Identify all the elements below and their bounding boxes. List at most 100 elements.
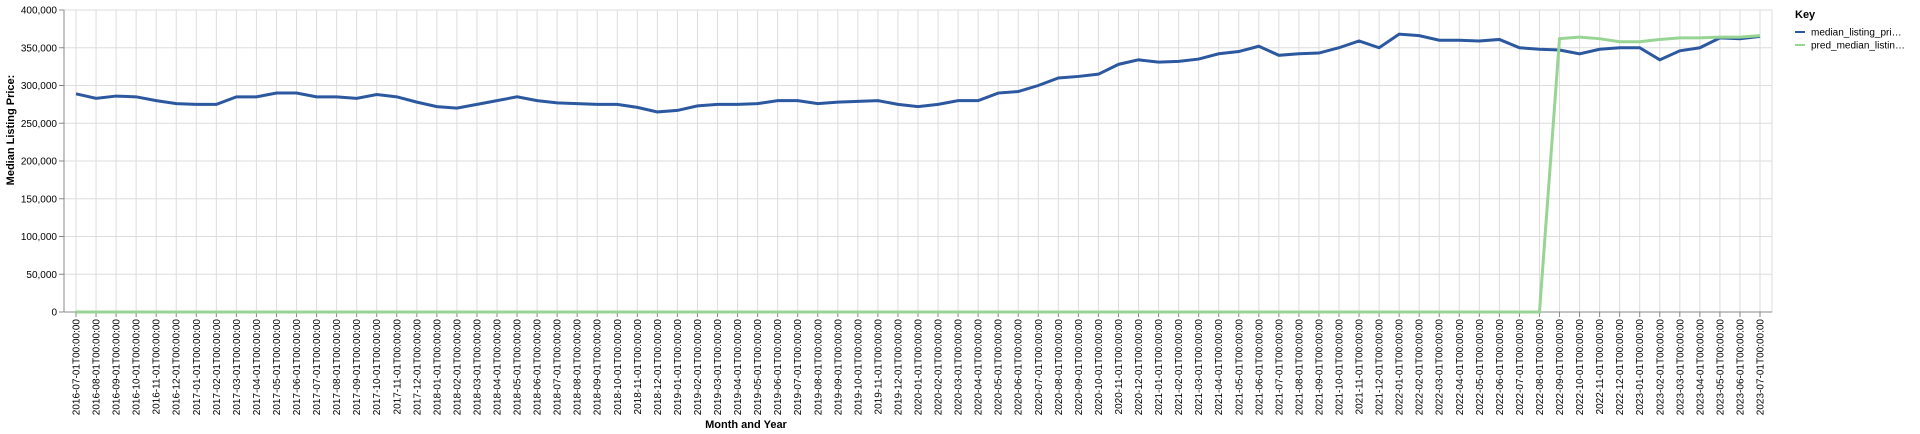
x-tick-label: 2017-07-01T00:00:00 <box>312 319 323 416</box>
x-tick-label: 2021-09-01T00:00:00 <box>1314 319 1325 416</box>
x-tick-label: 2018-10-01T00:00:00 <box>613 319 624 416</box>
x-tick-label: 2018-03-01T00:00:00 <box>472 319 483 416</box>
x-tick-label: 2022-07-01T00:00:00 <box>1515 319 1526 416</box>
x-tick-label: 2017-09-01T00:00:00 <box>352 319 363 416</box>
y-tick-label: 0 <box>51 308 57 319</box>
x-tick-label: 2022-10-01T00:00:00 <box>1575 319 1586 416</box>
x-tick-label: 2023-01-01T00:00:00 <box>1635 319 1646 416</box>
x-tick-label: 2019-02-01T00:00:00 <box>693 319 704 416</box>
x-tick-label: 2016-07-01T00:00:00 <box>72 319 83 416</box>
series-line <box>76 34 1761 314</box>
x-tick-label: 2018-08-01T00:00:00 <box>573 319 584 416</box>
x-tick-label: 2018-01-01T00:00:00 <box>432 319 443 416</box>
x-tick-label: 2020-02-01T00:00:00 <box>934 319 945 416</box>
legend-title: Key <box>1795 9 1816 21</box>
y-tick-label: 400,000 <box>21 6 58 17</box>
x-tick-label: 2019-12-01T00:00:00 <box>893 319 904 416</box>
x-tick-label: 2021-05-01T00:00:00 <box>1234 319 1245 416</box>
x-tick-label: 2022-06-01T00:00:00 <box>1495 319 1506 416</box>
y-axis-title: Median Listing Price: <box>5 75 17 186</box>
y-tick-label: 300,000 <box>21 81 58 92</box>
x-tick-label: 2021-11-01T00:00:00 <box>1355 319 1366 415</box>
x-tick-label: 2017-04-01T00:00:00 <box>252 319 263 416</box>
legend-label: median_listing_pri… <box>1811 28 1902 39</box>
x-tick-label: 2022-12-01T00:00:00 <box>1615 319 1626 416</box>
x-tick-label: 2020-03-01T00:00:00 <box>954 319 965 416</box>
x-tick-label: 2022-09-01T00:00:00 <box>1555 319 1566 416</box>
x-tick-label: 2016-08-01T00:00:00 <box>92 319 103 416</box>
x-tick-label: 2022-04-01T00:00:00 <box>1455 319 1466 416</box>
legend-label: pred_median_listin… <box>1811 41 1905 52</box>
x-tick-label: 2020-08-01T00:00:00 <box>1054 319 1065 416</box>
x-tick-label: 2023-07-01T00:00:00 <box>1756 319 1767 416</box>
x-tick-label: 2022-03-01T00:00:00 <box>1435 319 1446 416</box>
x-tick-label: 2021-04-01T00:00:00 <box>1214 319 1225 416</box>
x-tick-label: 2017-01-01T00:00:00 <box>192 319 203 416</box>
x-tick-label: 2021-12-01T00:00:00 <box>1375 319 1386 416</box>
x-tick-label: 2022-05-01T00:00:00 <box>1475 319 1486 416</box>
x-tick-label: 2020-05-01T00:00:00 <box>994 319 1005 416</box>
y-tick-label: 350,000 <box>21 43 58 54</box>
x-tick-label: 2022-02-01T00:00:00 <box>1415 319 1426 416</box>
x-tick-label: 2018-05-01T00:00:00 <box>513 319 524 416</box>
x-tick-label: 2018-11-01T00:00:00 <box>633 319 644 415</box>
y-tick-label: 100,000 <box>21 232 58 243</box>
x-tick-label: 2017-06-01T00:00:00 <box>292 319 303 416</box>
x-tick-label: 2019-10-01T00:00:00 <box>853 319 864 416</box>
x-tick-label: 2019-11-01T00:00:00 <box>873 319 884 415</box>
x-tick-label: 2020-12-01T00:00:00 <box>1134 319 1145 416</box>
x-tick-label: 2023-02-01T00:00:00 <box>1655 319 1666 416</box>
y-tick-label: 50,000 <box>26 270 57 281</box>
x-axis-title: Month and Year <box>705 419 787 431</box>
series-line <box>75 32 1761 114</box>
x-tick-label: 2016-12-01T00:00:00 <box>172 319 183 416</box>
x-tick-label: 2019-05-01T00:00:00 <box>753 319 764 416</box>
x-tick-label: 2019-06-01T00:00:00 <box>773 319 784 416</box>
x-tick-label: 2018-04-01T00:00:00 <box>493 319 504 416</box>
x-tick-label: 2023-03-01T00:00:00 <box>1675 319 1686 416</box>
x-tick-label: 2017-11-01T00:00:00 <box>392 319 403 415</box>
x-tick-label: 2020-06-01T00:00:00 <box>1014 319 1025 416</box>
x-tick-label: 2021-08-01T00:00:00 <box>1294 319 1305 416</box>
x-tick-label: 2019-07-01T00:00:00 <box>793 319 804 416</box>
x-tick-label: 2020-09-01T00:00:00 <box>1074 319 1085 416</box>
x-tick-label: 2023-06-01T00:00:00 <box>1735 319 1746 416</box>
x-tick-label: 2020-11-01T00:00:00 <box>1114 319 1125 415</box>
x-tick-label: 2021-01-01T00:00:00 <box>1154 319 1165 416</box>
x-tick-label: 2020-10-01T00:00:00 <box>1094 319 1105 416</box>
x-tick-label: 2018-02-01T00:00:00 <box>452 319 463 416</box>
y-tick-label: 150,000 <box>21 194 58 205</box>
x-tick-label: 2021-06-01T00:00:00 <box>1254 319 1265 416</box>
x-tick-label: 2021-07-01T00:00:00 <box>1274 319 1285 416</box>
x-tick-label: 2019-01-01T00:00:00 <box>673 319 684 416</box>
x-tick-label: 2019-04-01T00:00:00 <box>733 319 744 416</box>
x-tick-label: 2018-06-01T00:00:00 <box>533 319 544 416</box>
x-tick-label: 2016-09-01T00:00:00 <box>112 319 123 416</box>
x-tick-label: 2018-07-01T00:00:00 <box>553 319 564 416</box>
x-tick-label: 2017-05-01T00:00:00 <box>272 319 283 416</box>
x-tick-label: 2018-09-01T00:00:00 <box>593 319 604 416</box>
x-tick-label: 2022-11-01T00:00:00 <box>1595 319 1606 415</box>
x-tick-label: 2017-10-01T00:00:00 <box>372 319 383 416</box>
y-tick-label: 250,000 <box>21 119 58 130</box>
x-tick-label: 2019-08-01T00:00:00 <box>813 319 824 416</box>
x-tick-label: 2017-08-01T00:00:00 <box>332 319 343 416</box>
y-tick-label: 200,000 <box>21 157 58 168</box>
x-tick-label: 2022-01-01T00:00:00 <box>1395 319 1406 416</box>
x-tick-label: 2021-10-01T00:00:00 <box>1335 319 1346 416</box>
x-tick-label: 2021-03-01T00:00:00 <box>1194 319 1205 416</box>
x-tick-label: 2018-12-01T00:00:00 <box>653 319 664 416</box>
x-tick-label: 2020-07-01T00:00:00 <box>1034 319 1045 416</box>
x-tick-label: 2017-12-01T00:00:00 <box>412 319 423 416</box>
x-tick-label: 2017-03-01T00:00:00 <box>232 319 243 416</box>
x-tick-label: 2016-11-01T00:00:00 <box>152 319 163 415</box>
x-tick-label: 2017-02-01T00:00:00 <box>212 319 223 416</box>
x-tick-label: 2023-05-01T00:00:00 <box>1715 319 1726 416</box>
x-tick-label: 2021-02-01T00:00:00 <box>1174 319 1185 416</box>
x-tick-label: 2019-09-01T00:00:00 <box>833 319 844 416</box>
x-tick-label: 2023-04-01T00:00:00 <box>1695 319 1706 416</box>
x-tick-label: 2019-03-01T00:00:00 <box>713 319 724 416</box>
x-tick-label: 2020-01-01T00:00:00 <box>914 319 925 416</box>
x-tick-label: 2022-08-01T00:00:00 <box>1535 319 1546 416</box>
